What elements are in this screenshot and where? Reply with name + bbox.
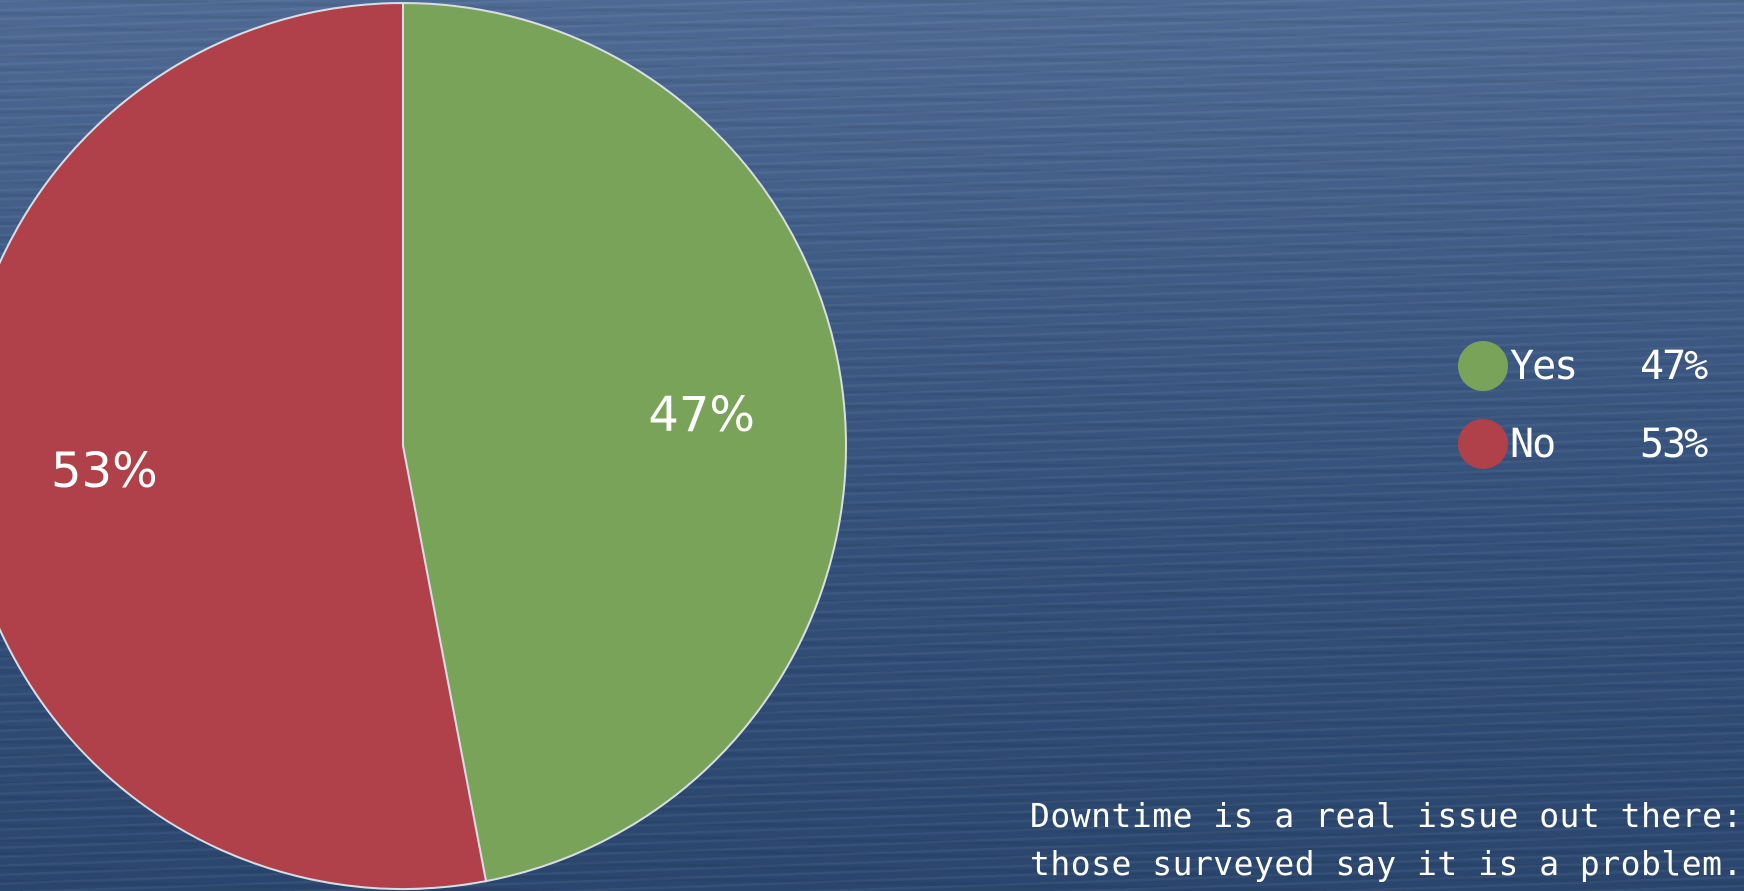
- legend-value-no: 53%: [1640, 421, 1708, 467]
- caption-line-1: Downtime is a real issue out there: m: [1030, 796, 1744, 835]
- caption-line-2: those surveyed say it is a problem.: [1030, 844, 1743, 883]
- slice-label-no: 53%: [51, 443, 158, 499]
- chart-caption: Downtime is a real issue out there: m th…: [1030, 792, 1744, 888]
- slice-label-yes: 47%: [648, 387, 755, 443]
- legend-item-no: No 53%: [1458, 419, 1708, 469]
- legend-swatch-no: [1458, 419, 1508, 469]
- pie-slice-yes: [402, 1, 847, 883]
- pie-chart: 47% 53%: [0, 1, 847, 890]
- legend-label-yes: Yes: [1510, 343, 1578, 389]
- legend-label-no: No: [1510, 421, 1556, 467]
- chart-legend: Yes 47% No 53%: [1458, 341, 1708, 500]
- legend-item-yes: Yes 47%: [1458, 341, 1708, 391]
- pie-slice-no: [0, 1, 488, 890]
- legend-value-yes: 47%: [1640, 343, 1708, 389]
- legend-swatch-yes: [1458, 341, 1508, 391]
